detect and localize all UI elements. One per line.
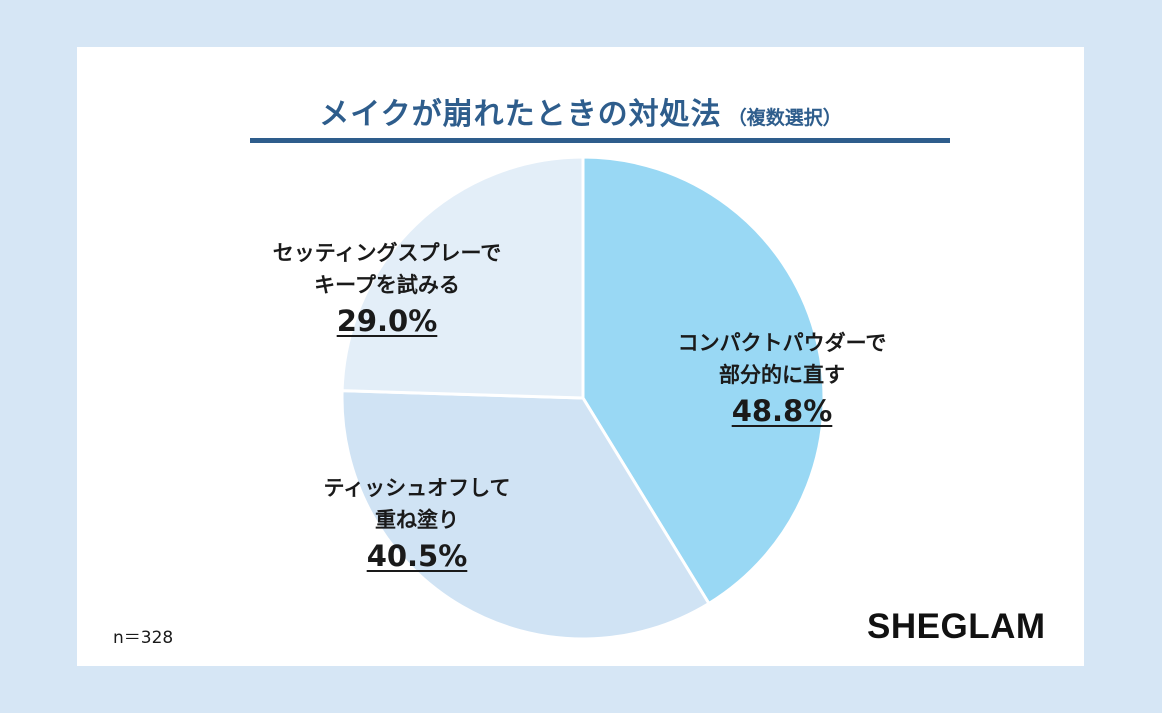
chart-card: メイクが崩れたときの対処法 （複数選択） コンパクトパウダーで 部分的に直す 48… [77, 47, 1084, 666]
title-main: メイクが崩れたときの対処法 [319, 97, 722, 132]
sample-size-note: n＝328 [113, 628, 174, 648]
slice-label-line: 重ね塗り [375, 508, 459, 532]
slice-label-line: ティッシュオフして [323, 476, 511, 500]
slice-label-line: セッティングスプレーで [272, 241, 502, 265]
slice-label-line: コンパクトパウダーで [677, 331, 887, 355]
pie-slice-tissue-off [340, 389, 711, 641]
slice-value-label: 40.5% [366, 539, 468, 573]
slice-label-tissue-off: ティッシュオフして 重ね塗り 40.5% [257, 472, 577, 574]
slice-value-label: 29.0% [336, 304, 438, 338]
slice-value-label: 48.8% [731, 394, 833, 428]
brand-logo: SHEGLAM [867, 607, 1046, 646]
title-underline [250, 138, 950, 143]
pie-slice-setting-spray [340, 155, 585, 400]
title-subtitle: （複数選択） [727, 107, 842, 129]
chart-title: メイクが崩れたときの対処法 （複数選択） [77, 89, 1084, 133]
slice-label-line: キープを試みる [314, 273, 460, 297]
pie-slice-compact-powder [581, 155, 826, 605]
pie-chart [340, 155, 826, 641]
slice-label-line: 部分的に直す [719, 363, 845, 387]
slice-label-setting-spray: セッティングスプレーで キープを試みる 29.0% [227, 237, 547, 339]
slice-label-compact-powder: コンパクトパウダーで 部分的に直す 48.8% [622, 327, 942, 429]
